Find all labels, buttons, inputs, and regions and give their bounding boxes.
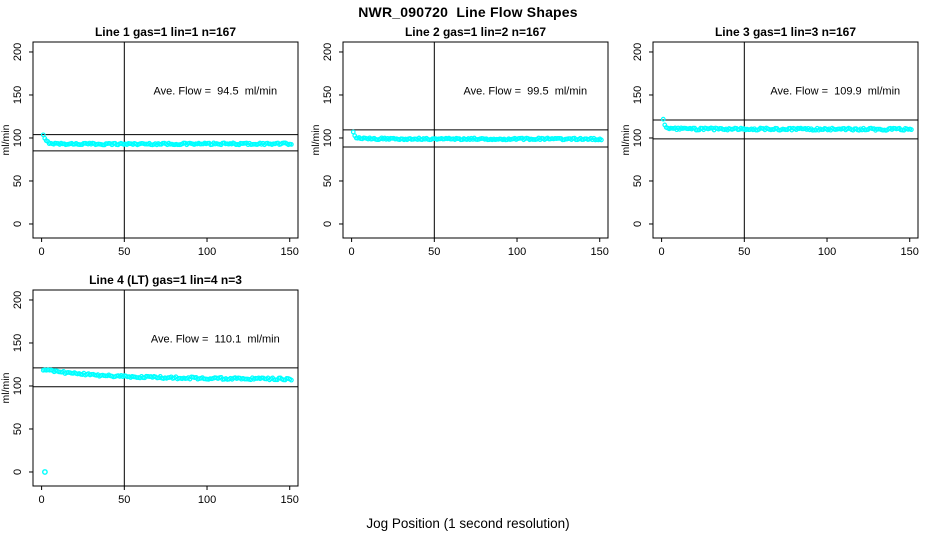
y-tick-label: 0 <box>322 221 334 227</box>
x-tick-label: 150 <box>901 246 919 258</box>
y-axis-name: ml/min <box>0 372 12 403</box>
x-tick-label: 50 <box>118 246 130 258</box>
x-tick-label: 150 <box>281 246 299 258</box>
x-tick-label: 0 <box>39 494 45 506</box>
y-tick-label: 100 <box>12 129 24 147</box>
y-tick-label: 0 <box>12 469 24 475</box>
subplot-title: Line 1 gas=1 lin=1 n=167 <box>95 25 236 39</box>
x-tick-label: 0 <box>659 246 665 258</box>
x-tick-label: 50 <box>118 494 130 506</box>
flow-trace-points <box>40 367 294 475</box>
flow-trace-points <box>660 116 914 133</box>
x-tick-label: 0 <box>39 246 45 258</box>
data-point <box>908 127 914 133</box>
flow-trace-points <box>40 132 294 148</box>
data-point <box>660 116 666 122</box>
x-tick-label: 100 <box>198 246 216 258</box>
plot-box <box>32 289 299 487</box>
data-point <box>598 137 604 143</box>
ave-flow-annotation: Ave. Flow = 109.9 ml/min <box>770 86 900 98</box>
y-tick-label: 150 <box>12 334 24 352</box>
y-tick-label: 50 <box>322 175 334 187</box>
y-tick-label: 100 <box>632 129 644 147</box>
figure-title: NWR_090720 Line Flow Shapes <box>358 4 578 20</box>
subplot-1: Line 1 gas=1 lin=1 n=167 0 50 100 150 0 50 100 1… <box>0 22 312 270</box>
subplot-canvas-3: Line 3 gas=1 lin=3 n=167 0 50 100 150 0 50 100 1… <box>620 25 919 258</box>
y-tick-label: 50 <box>632 175 644 187</box>
plot-box <box>342 41 609 239</box>
ave-flow-annotation: Ave. Flow = 110.1 ml/min <box>151 334 280 346</box>
y-tick-label: 0 <box>12 221 24 227</box>
y-axis-name: ml/min <box>620 124 632 155</box>
y-axis-name: ml/min <box>0 124 12 155</box>
subplot-title: Line 4 (LT) gas=1 lin=4 n=3 <box>89 273 242 287</box>
data-point <box>288 377 294 383</box>
subplot-title: Line 2 gas=1 lin=2 n=167 <box>405 25 546 39</box>
outlier-point <box>42 469 48 475</box>
y-tick-label: 0 <box>632 221 644 227</box>
subplot-4: Line 4 (LT) gas=1 lin=4 n=3 0 50 100 150 0 50 1… <box>0 270 312 518</box>
x-tick-label: 0 <box>349 246 355 258</box>
y-axis-name: ml/min <box>310 124 322 155</box>
subplot-canvas-1: Line 1 gas=1 lin=1 n=167 0 50 100 150 0 50 100 1… <box>0 25 299 258</box>
y-tick-label: 100 <box>322 129 334 147</box>
y-tick-label: 200 <box>12 43 24 61</box>
y-tick-label: 200 <box>632 43 644 61</box>
subplot-canvas-4: Line 4 (LT) gas=1 lin=4 n=3 0 50 100 150 0 50 1… <box>0 273 299 506</box>
subplot-2: Line 2 gas=1 lin=2 n=167 0 50 100 150 0 50 100 1… <box>310 22 622 270</box>
ave-flow-annotation: Ave. Flow = 94.5 ml/min <box>153 86 277 98</box>
y-tick-label: 150 <box>12 86 24 104</box>
x-axis-title: Jog Position (1 second resolution) <box>366 516 570 531</box>
data-point <box>288 142 294 147</box>
x-tick-label: 150 <box>281 494 299 506</box>
subplot-title: Line 3 gas=1 lin=3 n=167 <box>715 25 856 39</box>
ave-flow-annotation: Ave. Flow = 99.5 ml/min <box>463 86 587 98</box>
x-tick-label: 100 <box>508 246 526 258</box>
y-tick-label: 150 <box>632 86 644 104</box>
plot-box <box>652 41 919 239</box>
x-tick-label: 100 <box>818 246 836 258</box>
flow-trace-points <box>350 129 604 143</box>
x-tick-label: 50 <box>428 246 440 258</box>
x-tick-label: 100 <box>198 494 216 506</box>
y-tick-label: 100 <box>12 377 24 395</box>
y-tick-label: 50 <box>12 423 24 435</box>
plot-box <box>32 41 299 239</box>
y-tick-label: 200 <box>12 291 24 309</box>
y-tick-label: 50 <box>12 175 24 187</box>
y-tick-label: 200 <box>322 43 334 61</box>
subplot-3: Line 3 gas=1 lin=3 n=167 0 50 100 150 0 50 100 1… <box>620 22 932 270</box>
x-tick-label: 50 <box>738 246 750 258</box>
subplot-canvas-2: Line 2 gas=1 lin=2 n=167 0 50 100 150 0 50 100 1… <box>310 25 609 258</box>
x-tick-label: 150 <box>591 246 609 258</box>
y-tick-label: 150 <box>322 86 334 104</box>
